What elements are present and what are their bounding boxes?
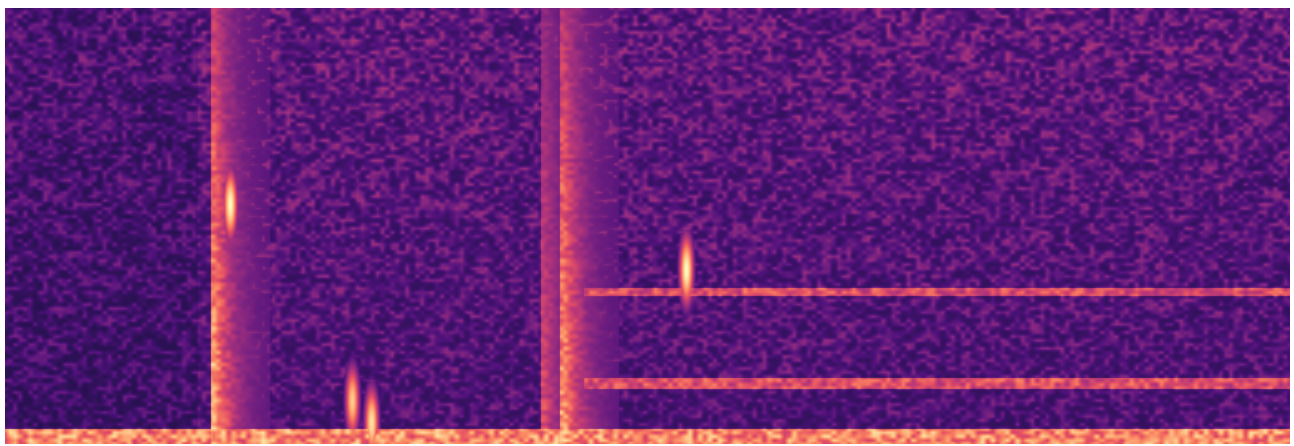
spectrogram-plot	[5, 8, 1290, 444]
spectrogram-heatmap	[5, 8, 1290, 444]
